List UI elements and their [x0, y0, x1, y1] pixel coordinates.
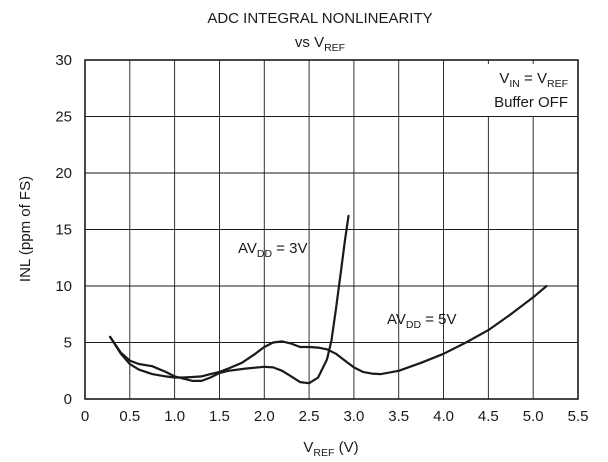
y-tick-label: 30 [55, 52, 72, 69]
x-tick-label: 2.5 [299, 408, 320, 425]
y-tick-label: 25 [55, 109, 72, 126]
y-tick-label: 20 [55, 165, 72, 182]
series-line-avdd-5v [108, 284, 548, 379]
y-tick-label: 15 [55, 222, 72, 239]
x-tick-label: 1.5 [209, 408, 230, 425]
y-tick-label: 10 [55, 278, 72, 295]
x-tick-label: 1.0 [164, 408, 185, 425]
plot-frame [84, 59, 579, 400]
x-tick-label: 3.0 [343, 408, 364, 425]
y-tick-label: 0 [64, 391, 72, 408]
x-tick-label: 0.5 [119, 408, 140, 425]
y-axis-label: INL (ppm of FS) [17, 176, 34, 282]
annotation-vin-vref: VIN = VREF [499, 70, 568, 90]
x-tick-label: 0 [81, 408, 89, 425]
series-lines [108, 214, 548, 385]
x-tick-label: 5.0 [523, 408, 544, 425]
series-line-avdd-3v [108, 214, 350, 385]
annotation-buffer-off: Buffer OFF [494, 94, 568, 111]
x-tick-label: 4.0 [433, 408, 454, 425]
series-label-3v: AVDD = 3V [238, 240, 308, 260]
x-tick-label: 3.5 [388, 408, 409, 425]
x-tick-label: 5.5 [568, 408, 589, 425]
chart-subtitle: vs VREF [295, 34, 345, 54]
chart-title: ADC INTEGRAL NONLINEARITY [207, 10, 432, 27]
x-tick-label: 4.5 [478, 408, 499, 425]
y-tick-label: 5 [64, 335, 72, 352]
x-axis-label: VREF (V) [303, 439, 358, 459]
y-tick-labels: 0 5 10 15 20 25 30 [55, 52, 72, 408]
annotation-bg [470, 64, 574, 116]
series-label-5v: AVDD = 5V [387, 311, 457, 331]
x-tick-label: 2.0 [254, 408, 275, 425]
x-tick-labels: 0 0.5 1.0 1.5 2.0 2.5 3.0 3.5 4.0 4.5 5.0 5.5 [81, 408, 589, 425]
